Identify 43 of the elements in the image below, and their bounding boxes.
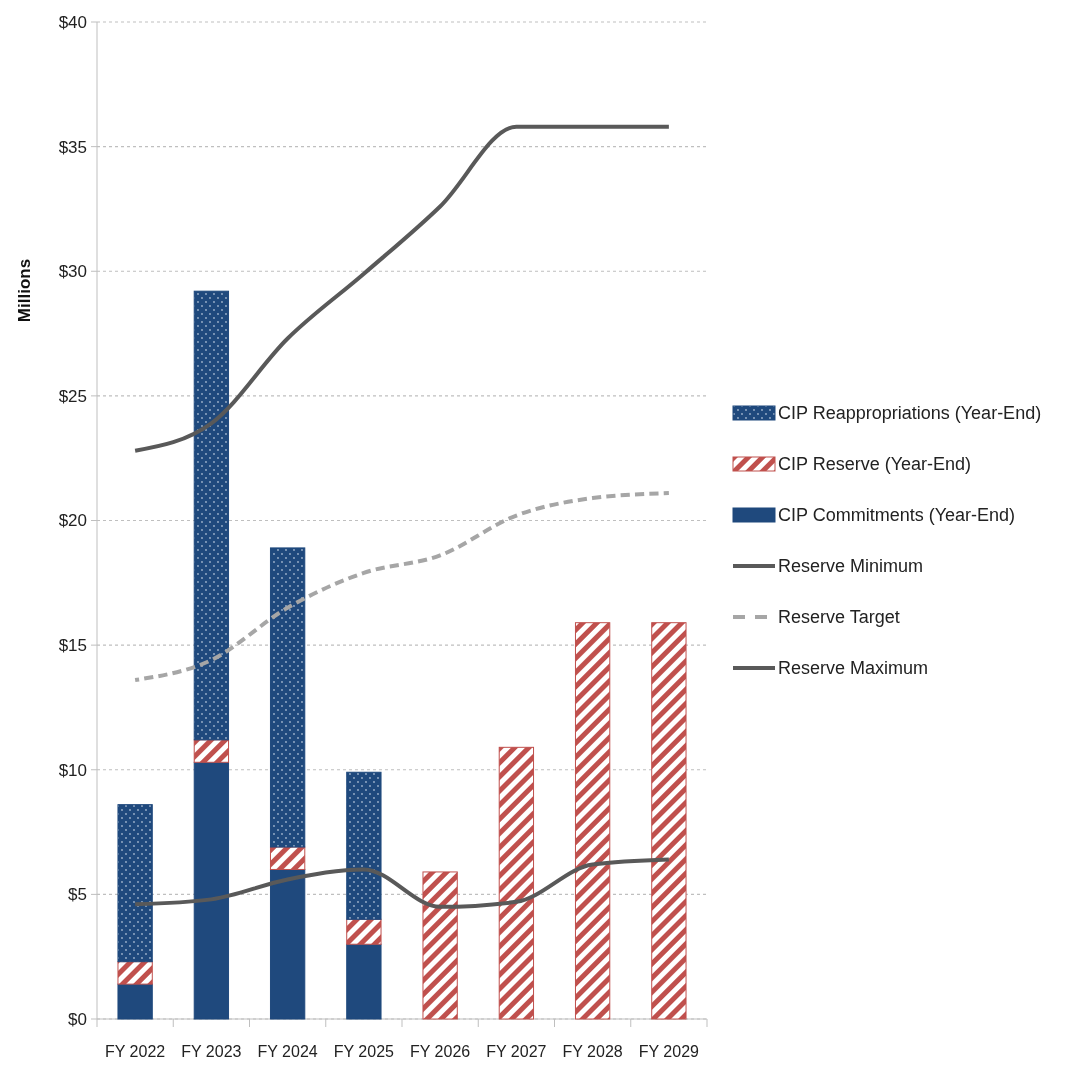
line-series	[133, 857, 671, 909]
x-tick-label: FY 2024	[257, 1043, 318, 1060]
line-series	[133, 491, 671, 683]
x-tick-label: FY 2025	[333, 1043, 395, 1060]
y-tick-label: $30	[58, 262, 87, 282]
legend-label: CIP Reappropriations (Year-End)	[778, 403, 1042, 424]
bar	[269, 547, 306, 848]
bar	[574, 622, 611, 1020]
line-series	[133, 124, 671, 453]
bar	[117, 983, 153, 1020]
bar	[193, 739, 230, 763]
legend-label: CIP Commitments (Year-End)	[778, 505, 1016, 526]
y-tick-label: $10	[58, 760, 87, 780]
y-tick-label: $40	[58, 12, 87, 32]
legend-label: CIP Reserve (Year-End)	[778, 454, 972, 475]
y-tick-label: $15	[58, 636, 87, 656]
bar	[193, 290, 230, 741]
y-tick-label: $20	[58, 511, 87, 531]
y-tick-label: $5	[68, 885, 87, 905]
bar	[422, 871, 458, 1020]
y-tick-label: $35	[58, 137, 87, 157]
bar	[269, 846, 306, 870]
x-tick-label: FY 2028	[562, 1043, 623, 1060]
bar	[269, 868, 306, 1020]
bar	[193, 761, 230, 1020]
bar	[651, 622, 687, 1020]
y-axis-title: Millions	[15, 258, 34, 323]
x-tick-label: FY 2026	[410, 1043, 471, 1060]
bar	[346, 943, 382, 1020]
bar	[498, 746, 535, 1020]
bar	[117, 961, 153, 985]
y-tick-label: $25	[58, 386, 87, 406]
legend-label: Reserve Minimum	[778, 556, 924, 577]
x-tick-label: FY 2023	[181, 1043, 242, 1060]
legend-label: Reserve Maximum	[778, 658, 929, 679]
x-tick-label: FY 2029	[638, 1043, 700, 1060]
bar	[346, 771, 382, 920]
bar	[117, 804, 153, 963]
bar	[346, 918, 382, 945]
y-tick-label: $0	[68, 1009, 87, 1029]
x-tick-label: FY 2027	[486, 1043, 547, 1060]
x-tick-label: FY 2022	[105, 1043, 166, 1060]
legend-label: Reserve Target	[778, 607, 900, 628]
